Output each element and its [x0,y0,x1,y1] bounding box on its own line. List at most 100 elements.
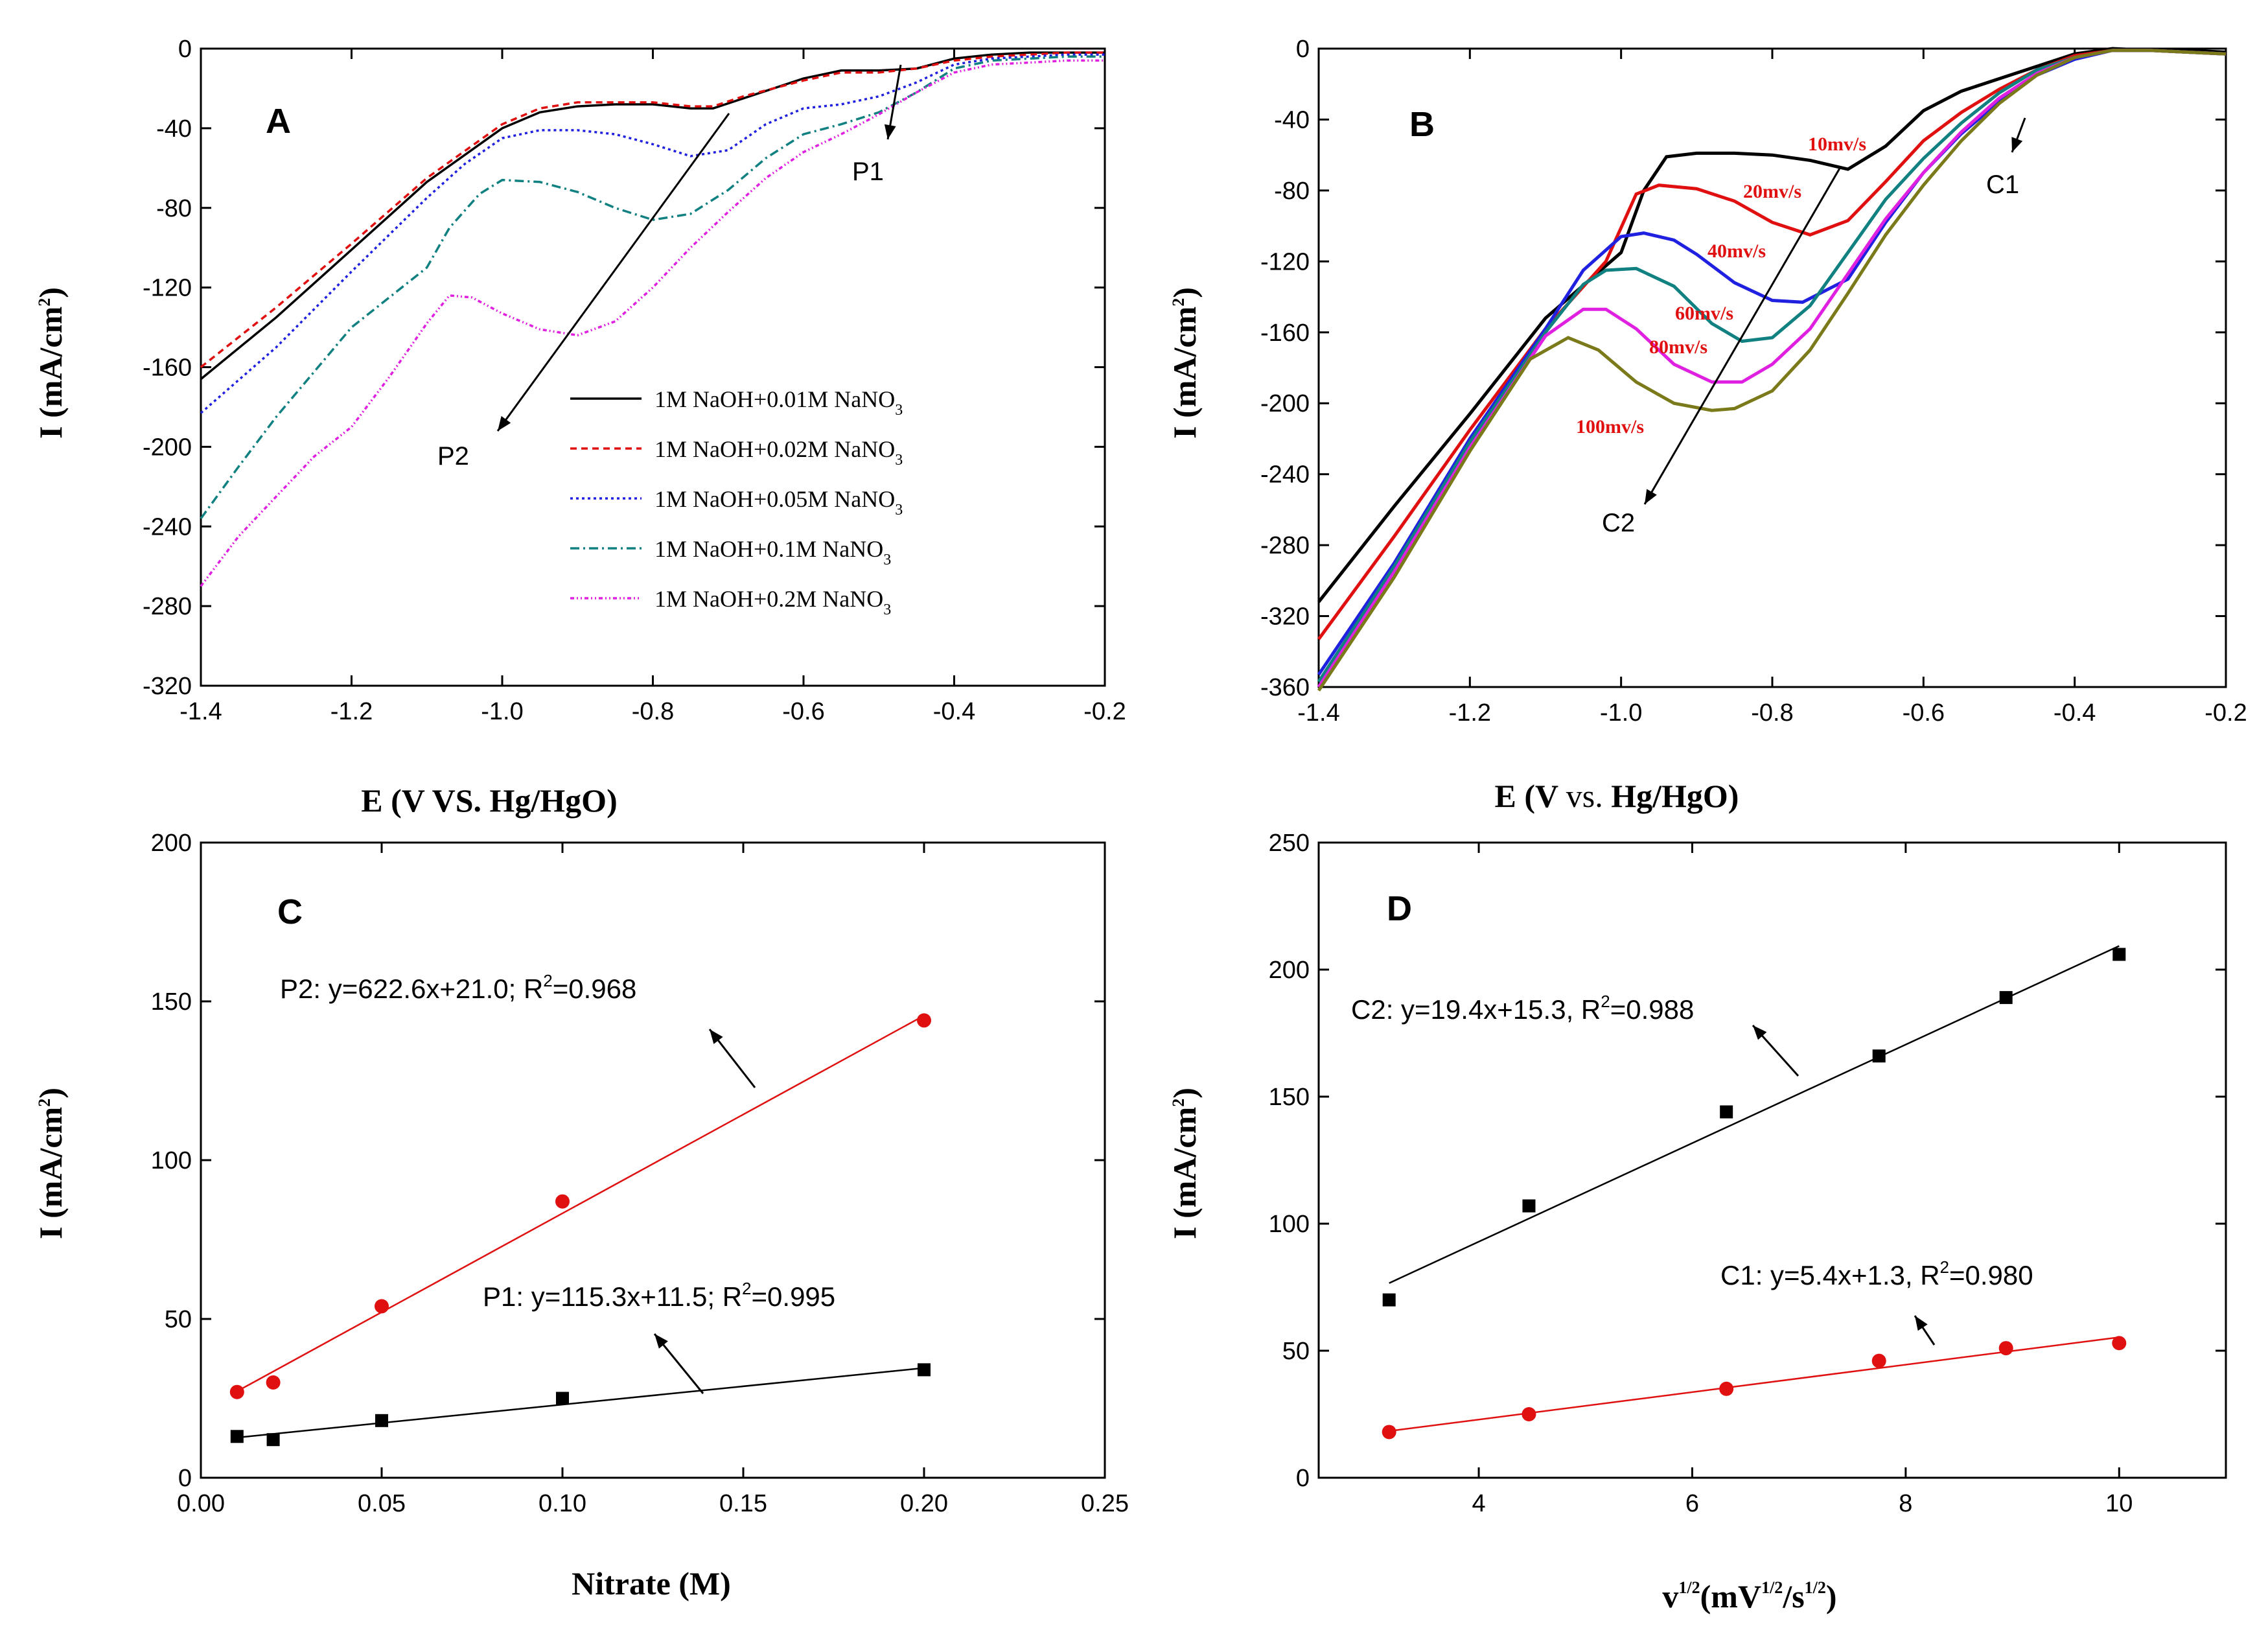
p2-fit-sup: 2 [543,971,552,990]
panel-d-y-tick-label-3: 150 [1269,1084,1310,1111]
panel-a-y-tick-label-7: -280 [143,593,192,620]
panel-b-x-tick-label-3: -0.8 [1751,699,1793,727]
panel-b-y-tick-label-2: -80 [1274,178,1310,205]
legend-label-sub-2: 3 [895,502,903,519]
legend-label-main-3: 1M NaOH+0.1M NaNO [654,536,883,562]
panel-c-point-0-3 [555,1194,570,1209]
panel-a-y-tick-label-5: -200 [143,434,192,461]
panel-d-c2-arrow-head [1753,1025,1767,1040]
panel-a-p1-arrow-head [884,124,896,139]
panel-a-y-tick-label-1: -40 [156,115,192,143]
panel-a-x-tick-label-4: -0.6 [782,698,824,725]
c2-fit-r2: =0.988 [1610,994,1695,1025]
xlabel-d-sup1: 1/2 [1678,1578,1700,1597]
panel-d-x-tick-label-3: 10 [2105,1490,2133,1517]
legend-label-sub-4: 3 [883,601,891,618]
panel-a-letter: A [266,102,291,141]
panel-c-point-1-3 [556,1392,569,1405]
panel-a-x-tick-label-2: -1.0 [481,698,523,725]
panel-b-y-tick-label-3: -120 [1260,248,1310,275]
panel-b-series-4 [1317,49,2227,688]
legend-label-sub-3: 3 [883,552,891,568]
panel-a-p2-label: P2 [437,442,469,471]
rate-label-60: 60mv/s [1675,303,1733,324]
panel-a-y-tick-label-6: -240 [143,513,192,541]
panel-d-y-tick-label-1: 50 [1282,1338,1310,1365]
panel-a-axes: -1.4 -1.2 -1.0 -0.8 -0.6 -0.4 -0.2 0 -40 -80 -120 -… [143,36,1126,725]
rate-label-80: 80mv/s [1649,336,1707,358]
panel-d-point-0-2 [1720,1105,1733,1119]
xlabel-b-e: E (V [1495,778,1566,814]
panel-c-fit-line-0 [237,1014,925,1392]
panel-b-plot [1317,47,2227,692]
panel-c-y-tick-label-2: 100 [151,1147,192,1174]
panel-c-x-tick-label-1: 0.05 [358,1490,406,1517]
panel-d-y-tick-label-2: 100 [1269,1211,1310,1238]
panel-a: -1.4 -1.2 -1.0 -0.8 -0.6 -0.4 -0.2 0 -40 -80 -120 -… [32,36,1126,819]
xlabel-d-close: ) [1826,1578,1837,1615]
panel-b-c1-label: C1 [1986,170,2019,199]
xlabel-b-rest: Hg/HgO) [1603,778,1739,814]
panel-c-point-0-1 [266,1375,281,1390]
panel-c-x-tick-label-2: 0.10 [538,1490,586,1517]
panel-c-x-axis-label: Nitrate (M) [572,1565,731,1602]
panel-c-frame [200,841,1106,1479]
panel-c-point-1-0 [230,1430,244,1443]
panel-a-series-2 [200,53,1105,414]
panel-b-y-tick-label-6: -240 [1260,461,1310,489]
panel-a-series-3 [200,55,1105,520]
panel-c-x-tick-label-5: 0.25 [1081,1490,1129,1517]
panel-c: 0.00 0.05 0.10 0.15 0.20 0.25 0 50 100 150 200 C P… [32,830,1129,1602]
panel-b-x-tick-label-0: -1.4 [1297,699,1339,727]
panel-b-c2-label: C2 [1602,509,1635,537]
panel-d-x-axis-label: v1/2(mV1/2/s1/2) [1662,1578,1836,1615]
legend-label-1: 1M NaOH+0.02M NaNO3 [654,436,903,469]
panel-a-x-tick-label-3: -0.8 [632,698,674,725]
ylabel-c-main: I (mA/cm [32,1107,69,1239]
panel-d-frame [1317,841,2227,1479]
xlabel-d-mid: (mV [1700,1578,1761,1615]
panel-c-p2-equation: P2: y=622.6x+21.0; R2=0.968 [280,971,636,1004]
legend-label-4: 1M NaOH+0.2M NaNO3 [654,586,891,618]
panel-a-series-4 [200,59,1105,587]
panel-c-y-tick-label-1: 50 [165,1306,192,1333]
legend-label-main-1: 1M NaOH+0.02M NaNO [654,436,895,462]
panel-b-y-tick-label-7: -280 [1260,532,1310,559]
p2-fit-text: P2: y=622.6x+21.0; R [280,973,543,1004]
legend-label-3: 1M NaOH+0.1M NaNO3 [654,536,891,568]
panel-d-fit-line-1 [1389,1336,2120,1432]
panel-a-x-tick-label-1: -1.2 [330,698,373,725]
panel-c-x-tick-label-3: 0.15 [719,1490,767,1517]
panel-b-y-tick-label-9: -360 [1260,674,1310,701]
panel-d-y-axis-label: I (mA/cm2) [1166,1088,1203,1239]
panel-b-series-0 [1317,47,2227,603]
panel-b-y-tick-label-8: -320 [1260,603,1310,631]
panel-d-plot [1382,945,2127,1440]
panel-a-y-tick-label-3: -120 [143,275,192,302]
panel-b-y-tick-label-0: 0 [1296,36,1310,63]
panel-c-point-1-1 [266,1433,280,1447]
c1-fit-text: C1: y=5.4x+1.3, R [1720,1260,1940,1290]
panel-b-y-tick-label-4: -160 [1260,320,1310,347]
panel-c-p2-arrow-head [710,1029,723,1044]
legend-label-sub-0: 3 [895,402,903,419]
ylabel-c-sup: 2 [35,1099,54,1107]
panel-b-x-axis-label: E (V vs. Hg/HgO) [1495,778,1739,814]
panel-d-x-tick-label-2: 8 [1899,1490,1912,1517]
panel-b-frame [1317,47,2227,688]
panel-c-point-0-0 [229,1384,244,1399]
panel-a-series-0 [200,51,1105,380]
ylabel-a-close: ) [32,287,69,298]
panel-a-p2-arrow-shaft [496,113,730,432]
panel-c-letter: C [277,892,303,931]
panel-d-point-1-5 [2112,1336,2127,1351]
legend-label-main-2: 1M NaOH+0.05M NaNO [654,486,895,512]
c1-fit-r2: =0.980 [1949,1260,2033,1290]
panel-b-y-axis-label: I (mA/cm2) [1166,287,1203,439]
panel-a-p2-arrow-head [498,415,511,431]
ylabel-a-main: I (mA/cm [32,307,69,439]
